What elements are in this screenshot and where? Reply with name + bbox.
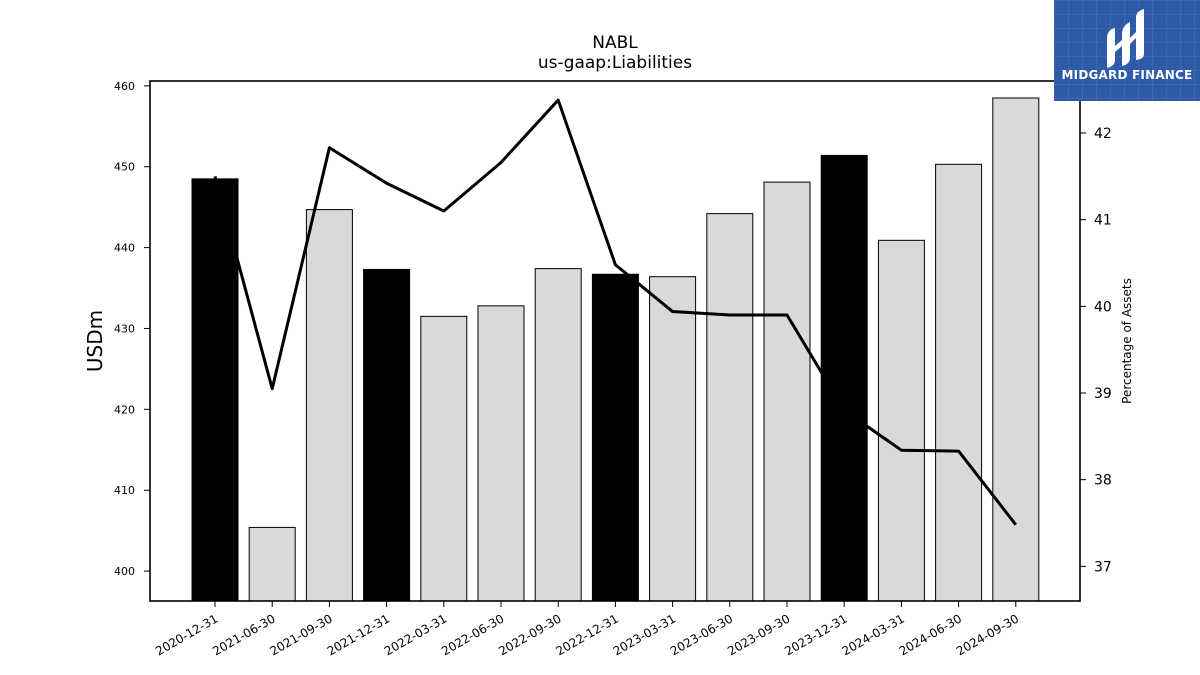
- y2-tick-label: 38: [1094, 473, 1112, 489]
- bar-2023-03-31: [649, 276, 697, 602]
- y2-tick-label: 40: [1094, 299, 1112, 315]
- y-tick-label: 460: [114, 80, 135, 93]
- left-axis: 400 410 420 430 440 450 460: [114, 80, 150, 578]
- bar-2023-09-30: [763, 181, 811, 602]
- midgard-logo-icon: [1107, 9, 1144, 68]
- x-tick-label: 2023-06-30: [668, 611, 735, 658]
- bar-2024-06-30: [935, 163, 983, 602]
- midgard-finance-logo: MIDGARD FINANCE: [1054, 0, 1200, 101]
- bar-2024-09-30: [992, 97, 1040, 602]
- bar-2021-09-30: [305, 209, 353, 602]
- x-tick-label: 2024-03-31: [839, 611, 906, 658]
- y-tick-label: 400: [114, 565, 135, 578]
- x-tick-label: 2023-12-31: [782, 611, 849, 658]
- y2-tick-label: 39: [1094, 386, 1112, 402]
- bar-2023-06-30: [706, 213, 754, 602]
- y-tick-label: 430: [114, 322, 135, 335]
- logo-text: MIDGARD FINANCE: [1061, 68, 1193, 82]
- x-axis: 2020-12-312021-06-302021-09-302021-12-31…: [153, 601, 1021, 658]
- bar-2021-06-30: [248, 526, 296, 602]
- x-tick-label: 2020-12-31: [153, 611, 220, 658]
- x-tick-label: 2021-09-30: [267, 611, 334, 658]
- bar-2020-12-31: [191, 178, 239, 602]
- bar-2022-09-30: [534, 268, 582, 602]
- x-tick-label: 2022-09-30: [496, 611, 563, 658]
- bar-2023-12-31: [820, 154, 868, 602]
- y-tick-label: 450: [114, 161, 135, 174]
- y2-tick-label: 37: [1094, 559, 1112, 575]
- bar-2021-12-31: [363, 268, 411, 602]
- bar-2022-03-31: [420, 315, 468, 602]
- y2-axis-label: Percentage of Assets: [1120, 278, 1134, 404]
- x-tick-label: 2024-09-30: [954, 611, 1021, 658]
- y2-tick-label: 42: [1094, 126, 1112, 142]
- right-axis: 37 38 39 40 41 42: [1080, 126, 1112, 575]
- chart-subtitle: us-gaap:Liabilities: [538, 53, 692, 73]
- x-tick-label: 2024-06-30: [897, 611, 964, 658]
- percentage-line: [213, 98, 1017, 526]
- x-tick-label: 2021-12-31: [325, 611, 392, 658]
- x-tick-label: 2023-03-31: [611, 611, 678, 658]
- y2-tick-label: 41: [1094, 213, 1112, 229]
- chart-title: NABL: [592, 33, 638, 53]
- bar-2022-06-30: [477, 305, 525, 602]
- y-axis-label: USDm: [83, 310, 107, 372]
- bars-group: [191, 97, 1040, 602]
- x-tick-label: 2023-09-30: [725, 611, 792, 658]
- x-tick-label: 2022-12-31: [553, 611, 620, 658]
- y-tick-label: 410: [114, 484, 135, 497]
- x-tick-label: 2022-06-30: [439, 611, 506, 658]
- bar-2024-03-31: [877, 239, 925, 602]
- y-tick-label: 420: [114, 403, 135, 416]
- y-tick-label: 440: [114, 242, 135, 255]
- x-tick-label: 2021-06-30: [210, 611, 277, 658]
- x-tick-label: 2022-03-31: [382, 611, 449, 658]
- bar-2022-12-31: [591, 273, 639, 602]
